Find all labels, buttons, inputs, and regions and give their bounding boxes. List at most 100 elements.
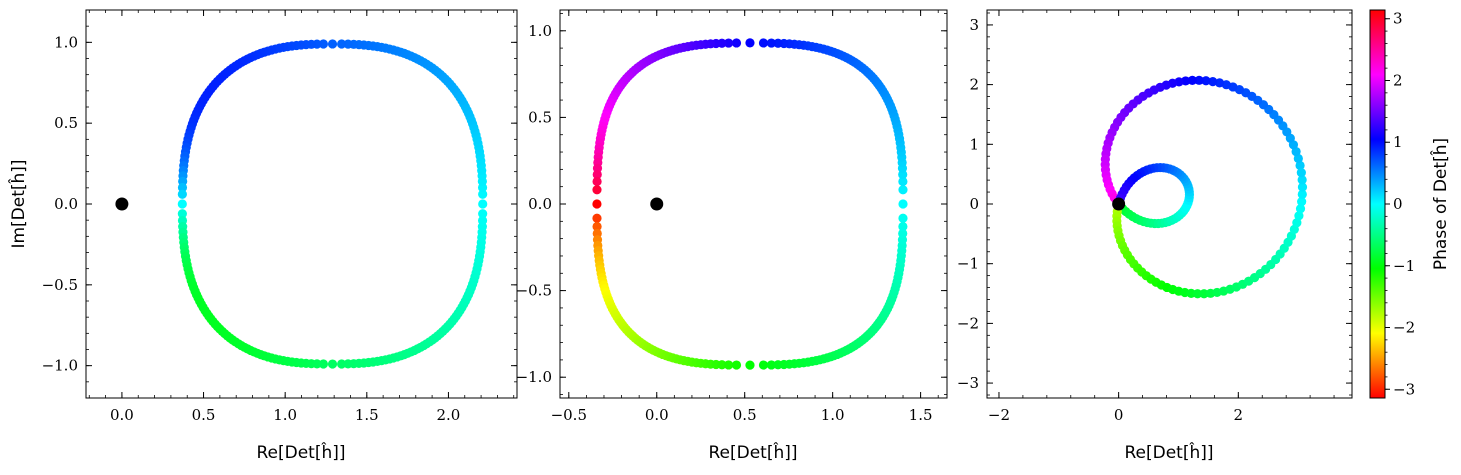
x-tick-label: 2 — [1234, 406, 1244, 424]
panel-1: 0.0 0.5 1.0 1.5 2.0 −1.0 −0.5 0.0 0.5 1.0 Re[Det[… — [7, 9, 518, 463]
data-point — [177, 209, 187, 219]
y-tick-label: 0 — [969, 195, 979, 213]
x-tick-label: 1.0 — [821, 406, 845, 424]
data-point — [592, 221, 602, 232]
colorbar-tick-label: −2 — [1393, 319, 1415, 337]
data-point — [1297, 189, 1307, 199]
data-point — [177, 199, 187, 209]
data-point — [773, 38, 783, 48]
y-tick-label: −1.0 — [516, 368, 552, 386]
panel-3-xlabel: Re[Det[ĥ]] — [1124, 441, 1213, 463]
data-point — [1294, 211, 1304, 221]
data-point — [766, 38, 776, 48]
data-point — [758, 360, 769, 370]
data-point — [177, 189, 187, 199]
data-point — [1295, 160, 1305, 171]
colorbar-tick-label: 1 — [1393, 133, 1403, 151]
origin-marker — [650, 197, 664, 211]
data-point — [337, 39, 347, 49]
data-point — [1297, 197, 1307, 207]
origin-marker — [1112, 197, 1126, 211]
data-point — [898, 213, 908, 223]
x-tick-label: 2.0 — [437, 406, 461, 424]
x-tick-label: −2 — [988, 406, 1010, 424]
y-tick-label: 1 — [969, 135, 979, 153]
x-tick-label: −0.5 — [551, 406, 587, 424]
panel-2-xlabel: Re[Det[ĥ]] — [708, 441, 797, 463]
data-point — [731, 38, 742, 48]
data-point — [898, 228, 908, 239]
data-point — [745, 360, 755, 370]
panel-1-ylabel: Im[Det[ĥ]] — [7, 159, 29, 248]
y-tick-label: −0.5 — [42, 276, 78, 294]
panel-3-ticks: −2 0 2 −3 −2 −1 0 1 2 3 — [957, 10, 1352, 424]
data-point — [766, 360, 776, 370]
x-tick-label: 1.0 — [273, 406, 297, 424]
x-tick-label: 1.5 — [355, 406, 379, 424]
panel-1-xlabel: Re[Det[ĥ]] — [256, 441, 345, 463]
data-point — [478, 199, 488, 209]
data-point — [1297, 182, 1308, 192]
data-point — [337, 359, 347, 369]
data-point — [723, 38, 734, 48]
data-point — [318, 359, 329, 369]
y-tick-label: 3 — [969, 16, 979, 34]
origin-marker — [115, 197, 129, 211]
data-point — [1292, 218, 1302, 228]
panel-2-points — [592, 38, 908, 370]
data-point — [898, 221, 908, 232]
data-point — [592, 176, 602, 187]
data-point — [478, 209, 488, 219]
colorbar-tick-label: 2 — [1393, 71, 1403, 89]
data-point — [177, 182, 188, 193]
data-point — [592, 169, 602, 180]
y-tick-label: 0.0 — [54, 195, 78, 213]
y-tick-label: 0.0 — [528, 195, 552, 213]
panel-2-ticks: −0.5 0.0 0.5 1.0 1.5 −1.0 −0.5 0.0 0.5 1.0 — [516, 10, 947, 424]
x-tick-label: 0.0 — [645, 406, 669, 424]
data-point — [592, 185, 602, 195]
panel-3: −2 0 2 −3 −2 −1 0 1 2 3 Re[Det[ĥ]] — [957, 9, 1353, 463]
data-point — [318, 39, 329, 49]
colorbar-tick-label: −1 — [1393, 257, 1415, 275]
y-tick-label: 1.0 — [528, 22, 552, 40]
panel-2: −0.5 0.0 0.5 1.0 1.5 −1.0 −0.5 0.0 0.5 1.0 Re[Det… — [516, 9, 948, 463]
y-tick-label: −3 — [957, 374, 979, 392]
y-tick-label: 2 — [969, 76, 979, 94]
y-tick-label: 0.5 — [528, 108, 552, 126]
data-point — [592, 213, 602, 223]
y-tick-label: −1.0 — [42, 357, 78, 375]
data-point — [1194, 75, 1204, 85]
data-point — [477, 215, 488, 226]
panel-1-frame — [85, 9, 518, 399]
data-point — [343, 39, 353, 49]
data-point — [1192, 289, 1203, 299]
colorbar-gradient — [1370, 10, 1385, 398]
x-tick-label: 0.5 — [192, 406, 216, 424]
data-point — [1295, 204, 1306, 214]
colorbar-tick-label: 3 — [1393, 10, 1403, 28]
y-tick-label: 0.5 — [54, 114, 78, 132]
colorbar-tick-label: 0 — [1393, 195, 1403, 213]
data-point — [898, 176, 908, 187]
y-tick-label: −1 — [957, 255, 979, 273]
data-point — [898, 185, 908, 195]
data-point — [478, 189, 488, 199]
colorbar: 3 2 1 0 −1 −2 −3 Phase of Det[ĥ] — [1369, 9, 1451, 399]
panel-3-points — [1100, 75, 1308, 299]
data-point — [717, 360, 727, 370]
x-tick-label: 0.0 — [110, 406, 134, 424]
colorbar-ticks: 3 2 1 0 −1 −2 −3 — [1385, 10, 1415, 398]
data-point — [592, 199, 602, 209]
data-point — [1208, 76, 1218, 87]
y-tick-label: 1.0 — [54, 33, 78, 51]
x-tick-label: 1.5 — [909, 406, 933, 424]
y-tick-label: −0.5 — [516, 282, 552, 300]
data-point — [1187, 75, 1197, 85]
data-point — [1293, 153, 1303, 164]
panel-2-frame — [559, 9, 948, 399]
data-point — [1297, 175, 1307, 185]
x-tick-label: 0.5 — [733, 406, 757, 424]
data-point — [327, 359, 338, 369]
